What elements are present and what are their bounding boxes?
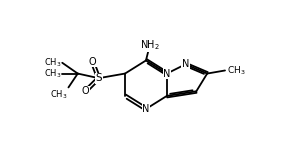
Text: S: S <box>95 73 102 83</box>
Text: CH$_3$: CH$_3$ <box>226 64 245 77</box>
Text: N: N <box>182 59 189 69</box>
Text: N: N <box>142 104 150 114</box>
Text: O: O <box>89 57 96 67</box>
Text: N: N <box>163 69 171 79</box>
Text: CH$_3$: CH$_3$ <box>44 67 62 80</box>
Text: O: O <box>82 86 89 96</box>
Text: CH$_3$: CH$_3$ <box>50 89 68 101</box>
Text: CH$_3$: CH$_3$ <box>44 56 62 69</box>
Text: NH$_2$: NH$_2$ <box>140 38 160 52</box>
